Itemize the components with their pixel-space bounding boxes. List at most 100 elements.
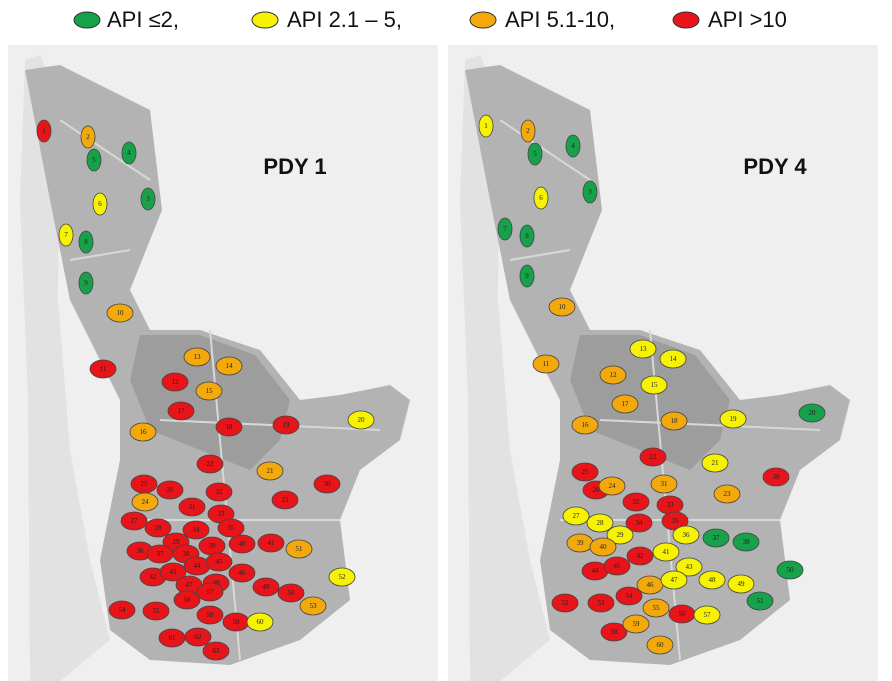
marker-shape: [478, 114, 494, 138]
marker-label: 24: [609, 482, 617, 490]
marker-label: 41: [268, 539, 276, 547]
api-marker: 42: [626, 546, 654, 566]
marker-shape: [533, 186, 549, 210]
legend-label: API ≤2,: [107, 7, 179, 32]
marker-shape: [277, 583, 305, 603]
api-marker: 43: [675, 557, 703, 577]
api-marker: 12: [161, 372, 189, 392]
marker-label: 58: [207, 611, 215, 619]
marker-label: 33: [218, 510, 226, 518]
api-marker: 30: [313, 474, 341, 494]
api-marker: 49: [252, 577, 280, 597]
marker-label: 15: [651, 381, 659, 389]
api-marker: 5: [527, 142, 543, 166]
api-marker: 21: [256, 461, 284, 481]
api-marker: 24: [131, 492, 159, 512]
marker-label: 53: [598, 599, 606, 607]
marker-shape: [532, 354, 560, 374]
marker-shape: [732, 532, 760, 552]
marker-label: 49: [738, 580, 746, 588]
marker-label: 12: [610, 371, 618, 379]
api-marker: 22: [196, 454, 224, 474]
marker-shape: [156, 480, 184, 500]
marker-shape: [603, 556, 631, 576]
marker-label: 29: [173, 538, 181, 546]
api-marker: 26: [156, 480, 184, 500]
marker-label: 47: [671, 576, 679, 584]
legend-swatch: [672, 11, 700, 29]
marker-label: 8: [84, 238, 88, 246]
marker-label: 20: [809, 409, 817, 417]
marker-shape: [746, 591, 774, 611]
marker-label: 35: [228, 524, 236, 532]
marker-label: 11: [100, 365, 107, 373]
api-marker: 46: [636, 575, 664, 595]
marker-label: 5: [92, 156, 96, 164]
marker-label: 57: [207, 588, 215, 596]
marker-label: 48: [213, 579, 221, 587]
marker-label: 4: [571, 142, 575, 150]
marker-label: 50: [787, 566, 795, 574]
marker-label: 27: [131, 517, 139, 525]
marker-shape: [727, 574, 755, 594]
marker-shape: [183, 347, 211, 367]
marker-label: 36: [683, 531, 691, 539]
marker-shape: [640, 375, 668, 395]
marker-label: 43: [686, 563, 694, 571]
api-marker: 31: [650, 474, 678, 494]
marker-label: 52: [339, 573, 347, 581]
marker-label: 9: [525, 272, 529, 280]
marker-shape: [571, 415, 599, 435]
marker-label: 58: [611, 628, 619, 636]
marker-label: 61: [169, 634, 177, 642]
marker-label: 63: [213, 647, 221, 655]
api-marker: 33: [207, 504, 235, 524]
api-marker: 18: [660, 411, 688, 431]
api-marker: 21: [701, 453, 729, 473]
marker-shape: [519, 224, 535, 248]
marker-shape: [551, 593, 579, 613]
marker-shape: [497, 217, 513, 241]
api-marker: 52: [551, 593, 579, 613]
marker-label: 60: [657, 641, 665, 649]
marker-label: 18: [226, 423, 234, 431]
api-marker: 27: [120, 511, 148, 531]
api-marker: 17: [167, 401, 195, 421]
marker-label: 14: [226, 362, 234, 370]
marker-shape: [161, 372, 189, 392]
api-marker: 53: [587, 593, 615, 613]
marker-shape: [228, 534, 256, 554]
api-marker: 7: [58, 223, 74, 247]
marker-label: 52: [562, 599, 570, 607]
api-marker: 59: [622, 614, 650, 634]
api-marker: 28: [586, 513, 614, 533]
marker-shape: [215, 417, 243, 437]
legend-swatch: [251, 11, 279, 29]
api-marker: 15: [640, 375, 668, 395]
api-marker: 10: [548, 297, 576, 317]
marker-label: 57: [704, 611, 712, 619]
marker-label: 60: [257, 618, 265, 626]
marker-label: 14: [670, 355, 678, 363]
marker-label: 15: [206, 387, 214, 395]
api-marker: 22: [639, 447, 667, 467]
marker-label: 42: [150, 573, 158, 581]
api-marker: 14: [215, 356, 243, 376]
api-marker: 2: [520, 119, 536, 143]
api-marker: 28: [144, 518, 172, 538]
api-marker: 53: [299, 596, 327, 616]
marker-label: 38: [743, 538, 751, 546]
marker-shape: [142, 601, 170, 621]
marker-shape: [606, 525, 634, 545]
legend-label: API 2.1 – 5,: [287, 7, 402, 32]
marker-label: 30: [773, 473, 781, 481]
marker-label: 6: [98, 200, 102, 208]
marker-shape: [257, 533, 285, 553]
api-marker: 6: [533, 186, 549, 210]
marker-shape: [622, 614, 650, 634]
marker-shape: [762, 467, 790, 487]
marker-label: 2: [86, 133, 90, 141]
marker-shape: [598, 476, 626, 496]
marker-label: 6: [539, 194, 543, 202]
api-marker: 17: [611, 394, 639, 414]
